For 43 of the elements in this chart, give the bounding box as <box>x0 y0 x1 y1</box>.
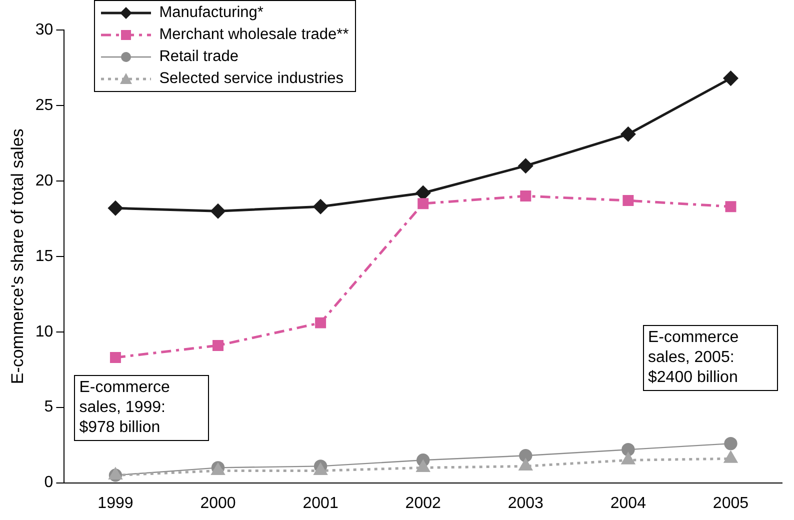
point <box>519 449 532 462</box>
x-tick-label: 1999 <box>98 494 134 512</box>
point <box>108 200 123 216</box>
y-tick-label: 30 <box>35 21 54 38</box>
point <box>314 463 327 475</box>
point <box>416 186 430 200</box>
point <box>520 190 532 202</box>
y-tick-label: 5 <box>44 398 54 416</box>
legend-label: Retail trade <box>159 48 238 66</box>
y-tick-label: 25 <box>35 96 54 114</box>
point <box>724 436 738 450</box>
legend-label: Manufacturing* <box>159 4 264 22</box>
legend-label: Merchant wholesale trade** <box>159 26 349 44</box>
point <box>622 452 635 464</box>
y-tick-label: 20 <box>35 172 54 190</box>
point <box>210 204 226 218</box>
point <box>724 451 738 463</box>
point <box>519 458 532 470</box>
legend-label: Selected service industries <box>159 70 344 88</box>
point <box>622 442 635 456</box>
annotation: E-commerce sales, 1999: $978 billion <box>74 375 210 441</box>
y-tick-label: 0 <box>44 474 54 492</box>
x-tick-label: 2005 <box>712 494 749 512</box>
x-tick-label: 2004 <box>610 494 646 512</box>
y-tick-label: 10 <box>35 323 54 340</box>
x-tick-label: 2001 <box>302 494 338 512</box>
point <box>315 317 326 328</box>
point <box>212 340 224 351</box>
point <box>725 201 736 212</box>
point <box>110 352 121 364</box>
point <box>418 198 429 210</box>
point <box>518 158 533 174</box>
x-tick-label: 2002 <box>405 494 441 512</box>
point <box>723 71 738 86</box>
x-tick-label: 2000 <box>200 494 236 512</box>
point <box>620 126 636 142</box>
x-tick-label: 2003 <box>508 494 544 512</box>
point <box>313 199 328 214</box>
y-axis-title: E-commerce's share of total sales <box>8 128 27 384</box>
y-tick-label: 15 <box>35 248 54 265</box>
point <box>622 195 634 206</box>
point <box>416 460 430 472</box>
annotation: E-commerce sales, 2005: $2400 billion <box>643 325 778 391</box>
